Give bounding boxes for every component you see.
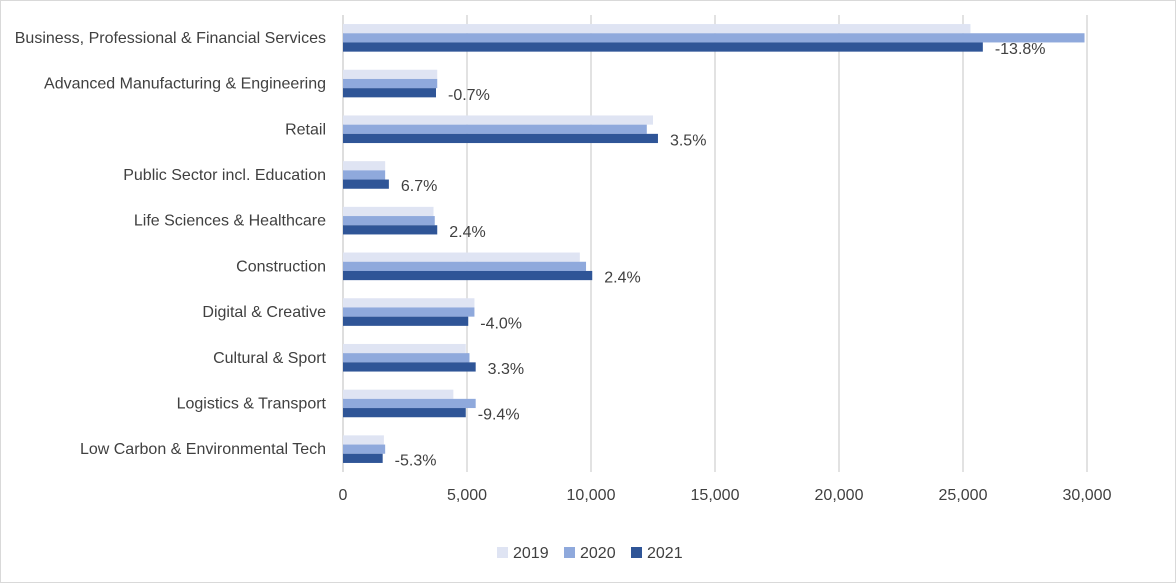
data-label: -5.3%	[395, 452, 437, 469]
category-label: Business, Professional & Financial Servi…	[15, 30, 326, 47]
category-label: Cultural & Sport	[213, 350, 326, 367]
data-label: 2.4%	[449, 224, 485, 241]
data-label: -13.8%	[995, 41, 1046, 58]
data-label: 2.4%	[604, 270, 640, 287]
category-label: Retail	[285, 121, 326, 138]
x-tick-label: 20,000	[815, 487, 864, 504]
bar-2021	[343, 408, 466, 418]
legend-swatch-2021	[631, 547, 642, 558]
data-label: 6.7%	[401, 178, 437, 195]
category-label: Low Carbon & Environmental Tech	[80, 441, 326, 458]
bar-2019	[343, 161, 386, 171]
bar-2019	[343, 252, 580, 262]
x-tick-label: 15,000	[691, 487, 740, 504]
data-label: 3.3%	[488, 361, 524, 378]
bar-2019	[343, 115, 653, 125]
bar-2019	[343, 389, 454, 399]
x-tick-label: 10,000	[567, 487, 616, 504]
legend-swatch-2019	[497, 547, 508, 558]
bar-2019	[343, 435, 384, 445]
bar-2021	[343, 453, 383, 463]
bar-2021	[343, 316, 469, 326]
legend: 2019 2020 2021	[497, 545, 683, 562]
bar-2020	[343, 33, 1085, 43]
labels: 0 5,000 10,000 15,000 20,000 25,000 30,000 Busi…	[15, 30, 1112, 504]
legend-swatch-2020	[564, 547, 575, 558]
category-label: Advanced Manufacturing & Engineering	[44, 76, 326, 93]
x-tick-label: 0	[339, 487, 348, 504]
legend-label: 2019	[513, 545, 549, 562]
x-tick-label: 30,000	[1063, 487, 1112, 504]
bar-2020	[343, 261, 587, 271]
category-label: Logistics & Transport	[177, 395, 327, 412]
bar-2021	[343, 225, 438, 235]
bar-2019	[343, 298, 475, 308]
bar-2019	[343, 24, 971, 34]
bar-2021	[343, 179, 389, 189]
bar-2020	[343, 444, 386, 454]
bar-2019	[343, 343, 466, 354]
bar-2021	[343, 133, 658, 144]
category-label: Construction	[236, 258, 326, 275]
category-label: Digital & Creative	[202, 304, 326, 321]
bar-2020	[343, 170, 386, 180]
bar-2020	[343, 353, 470, 363]
bars	[343, 24, 1085, 463]
bar-2020	[343, 307, 475, 317]
legend-label: 2021	[647, 545, 683, 562]
data-label: -4.0%	[480, 315, 522, 332]
bar-2020	[343, 216, 435, 226]
bar-2021	[343, 270, 593, 281]
category-label: Life Sciences & Healthcare	[134, 213, 326, 230]
bar-2020	[343, 398, 476, 409]
bar-2020	[343, 124, 647, 134]
legend-label: 2020	[580, 545, 616, 562]
x-tick-label: 25,000	[939, 487, 988, 504]
bar-2021	[343, 42, 983, 52]
bar-2019	[343, 206, 434, 217]
bar-2021	[343, 88, 436, 98]
data-label: 3.5%	[670, 132, 706, 149]
data-label: -9.4%	[478, 407, 520, 424]
x-tick-label: 5,000	[447, 487, 487, 504]
bar-2021	[343, 362, 476, 372]
data-label: -0.7%	[448, 87, 490, 104]
bar-2020	[343, 78, 438, 89]
bar-2019	[343, 69, 438, 79]
category-label: Public Sector incl. Education	[123, 167, 326, 184]
